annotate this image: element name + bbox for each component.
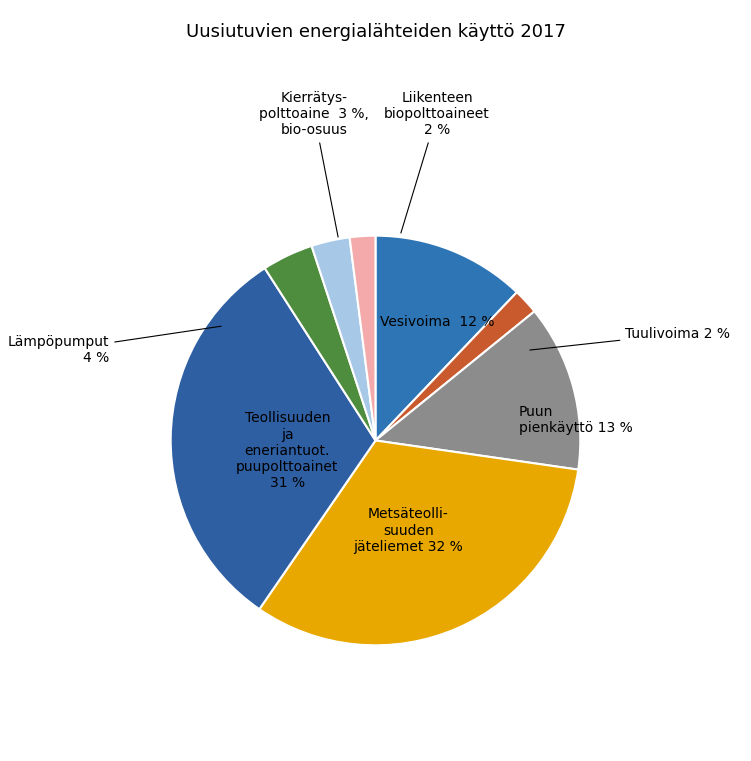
Text: Lämpöpumput
4 %: Lämpöpumput 4 % [8, 326, 222, 365]
Text: Tuulivoima 2 %: Tuulivoima 2 % [529, 327, 731, 350]
Text: Liikenteen
biopolttoaineet
2 %: Liikenteen biopolttoaineet 2 % [384, 91, 490, 233]
Text: Uusiutuvien energialähteiden käyttö 2017: Uusiutuvien energialähteiden käyttö 2017 [185, 23, 566, 41]
Wedge shape [349, 236, 376, 441]
Wedge shape [376, 236, 517, 441]
Wedge shape [376, 311, 581, 470]
Text: Metsäteolli-
suuden
jäteliemet 32 %: Metsäteolli- suuden jäteliemet 32 % [354, 508, 463, 554]
Text: Puun
pienkäyttö 13 %: Puun pienkäyttö 13 % [519, 405, 632, 435]
Text: Kierrätys-
polttoaine  3 %,
bio-osuus: Kierrätys- polttoaine 3 %, bio-osuus [259, 91, 369, 237]
Wedge shape [259, 441, 578, 645]
Wedge shape [170, 268, 376, 610]
Text: Vesivoima  12 %: Vesivoima 12 % [380, 315, 494, 329]
Wedge shape [312, 237, 376, 441]
Text: Teollisuuden
ja
eneriantuot.
puupolttoainet
31 %: Teollisuuden ja eneriantuot. puupolttoai… [237, 412, 339, 490]
Wedge shape [376, 292, 535, 441]
Wedge shape [265, 246, 376, 441]
